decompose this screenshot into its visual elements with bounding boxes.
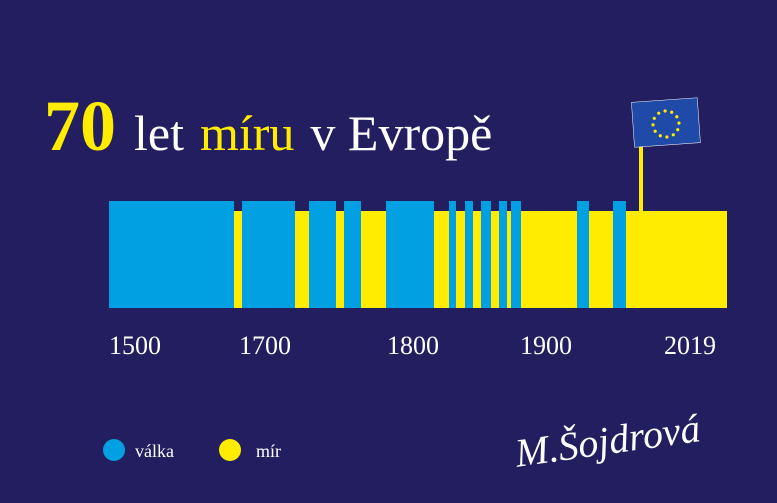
axis-label: 1500: [109, 331, 161, 360]
axis-label: 2019: [664, 331, 716, 360]
title-word: let: [134, 105, 184, 161]
eu-flag: [631, 97, 701, 148]
legend-swatch: [103, 439, 125, 461]
axis-label: 1700: [239, 331, 291, 360]
title-word: míru: [200, 105, 294, 161]
axis-label: 1900: [520, 331, 572, 360]
title-number: 70: [44, 86, 116, 166]
flag-pole: [639, 145, 643, 211]
war-periods: [109, 201, 626, 308]
title-word: v Evropě: [310, 105, 492, 161]
axis-labels: 1500 1700 1800 1900 2019: [109, 331, 716, 360]
title: 70 let míru v Evropě: [44, 86, 492, 166]
legend-label: válka: [135, 441, 174, 461]
legend-label: mír: [256, 441, 281, 461]
legend-swatch: [219, 439, 241, 461]
axis-label: 1800: [387, 331, 439, 360]
